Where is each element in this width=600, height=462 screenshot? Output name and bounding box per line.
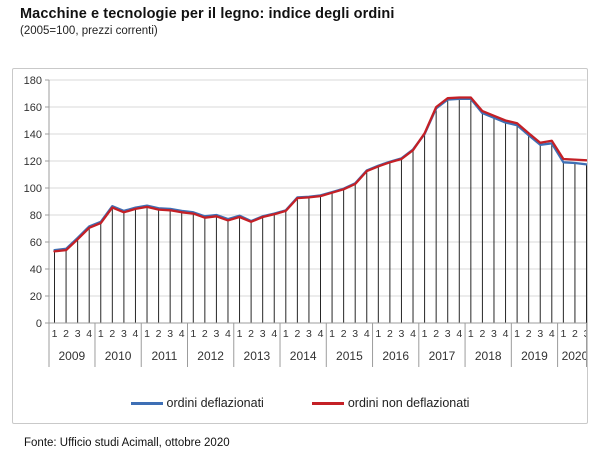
svg-text:4: 4 <box>318 328 324 340</box>
series-line-non-deflazionati <box>53 96 587 253</box>
svg-text:2012: 2012 <box>197 349 224 363</box>
svg-text:3: 3 <box>260 328 266 340</box>
svg-text:2013: 2013 <box>244 349 271 363</box>
svg-text:80: 80 <box>30 210 42 222</box>
svg-text:1: 1 <box>52 328 58 340</box>
svg-text:4: 4 <box>133 328 139 340</box>
source-note: Fonte: Ufficio studi Acimall, ottobre 20… <box>24 437 230 449</box>
svg-text:160: 160 <box>24 102 42 114</box>
svg-text:1: 1 <box>98 328 104 340</box>
svg-text:2010: 2010 <box>105 349 132 363</box>
svg-text:3: 3 <box>352 328 358 340</box>
svg-text:2016: 2016 <box>382 349 409 363</box>
legend-item-deflazionati: ordini deflazionati <box>130 396 264 410</box>
y-axis-labels: 0 20 40 60 80 100 120 140 160 180 <box>24 75 49 330</box>
svg-text:2: 2 <box>63 328 69 340</box>
svg-text:4: 4 <box>86 328 92 340</box>
svg-text:3: 3 <box>445 328 451 340</box>
svg-text:4: 4 <box>179 328 185 340</box>
y-gridlines <box>49 79 587 297</box>
svg-text:3: 3 <box>399 328 405 340</box>
svg-text:1: 1 <box>283 328 289 340</box>
svg-text:4: 4 <box>225 328 231 340</box>
svg-text:1: 1 <box>422 328 428 340</box>
svg-text:2: 2 <box>572 328 578 340</box>
legend-label: ordini non deflazionati <box>347 396 470 410</box>
page-subtitle: (2005=100, prezzi correnti) <box>20 25 158 37</box>
svg-text:2: 2 <box>248 328 254 340</box>
svg-text:20: 20 <box>30 291 42 303</box>
svg-text:2009: 2009 <box>58 349 85 363</box>
svg-text:2: 2 <box>109 328 115 340</box>
page-title: Macchine e tecnologie per il legno: indi… <box>20 6 395 22</box>
svg-text:0: 0 <box>36 318 42 330</box>
svg-text:2: 2 <box>433 328 439 340</box>
drop-lines <box>54 98 587 323</box>
svg-text:2: 2 <box>387 328 393 340</box>
svg-text:2: 2 <box>294 328 300 340</box>
svg-text:4: 4 <box>271 328 277 340</box>
svg-text:120: 120 <box>24 156 42 168</box>
svg-text:3: 3 <box>121 328 127 340</box>
svg-text:2015: 2015 <box>336 349 363 363</box>
legend-line-red-icon <box>311 401 344 405</box>
svg-text:2: 2 <box>202 328 208 340</box>
svg-text:2017: 2017 <box>429 349 456 363</box>
chart-legend: ordini deflazionati ordini non deflazion… <box>13 396 587 410</box>
svg-text:2: 2 <box>479 328 485 340</box>
svg-text:2020: 2020 <box>562 349 587 363</box>
svg-text:1: 1 <box>144 328 150 340</box>
chart-container: 0 20 40 60 80 100 120 140 160 180 1 2 3 4 2009 1 2 3 4 2010… <box>12 68 588 424</box>
svg-text:4: 4 <box>364 328 370 340</box>
svg-text:3: 3 <box>75 328 81 340</box>
svg-text:4: 4 <box>549 328 555 340</box>
svg-text:2019: 2019 <box>521 349 548 363</box>
svg-text:3: 3 <box>306 328 312 340</box>
svg-text:1: 1 <box>329 328 335 340</box>
legend-label: ordini deflazionati <box>166 396 264 410</box>
svg-text:180: 180 <box>24 75 42 87</box>
svg-text:2018: 2018 <box>475 349 502 363</box>
svg-text:1: 1 <box>468 328 474 340</box>
svg-text:1: 1 <box>560 328 566 340</box>
svg-text:1: 1 <box>375 328 381 340</box>
svg-text:2: 2 <box>526 328 532 340</box>
svg-text:2014: 2014 <box>290 349 317 363</box>
svg-text:100: 100 <box>24 183 42 195</box>
svg-text:3: 3 <box>167 328 173 340</box>
svg-text:3: 3 <box>584 328 587 340</box>
legend-item-non-deflazionati: ordini non deflazionati <box>311 396 470 410</box>
svg-text:2011: 2011 <box>151 349 177 363</box>
legend-line-blue-icon <box>130 401 163 405</box>
svg-text:140: 140 <box>24 129 42 141</box>
svg-text:3: 3 <box>213 328 219 340</box>
svg-text:4: 4 <box>456 328 462 340</box>
svg-text:4: 4 <box>503 328 509 340</box>
svg-text:3: 3 <box>537 328 543 340</box>
svg-text:2: 2 <box>156 328 162 340</box>
svg-text:40: 40 <box>30 264 42 276</box>
svg-text:2: 2 <box>341 328 347 340</box>
svg-text:4: 4 <box>410 328 416 340</box>
svg-text:1: 1 <box>190 328 196 340</box>
svg-text:3: 3 <box>491 328 497 340</box>
svg-text:60: 60 <box>30 237 42 249</box>
svg-text:1: 1 <box>514 328 520 340</box>
svg-text:1: 1 <box>237 328 243 340</box>
